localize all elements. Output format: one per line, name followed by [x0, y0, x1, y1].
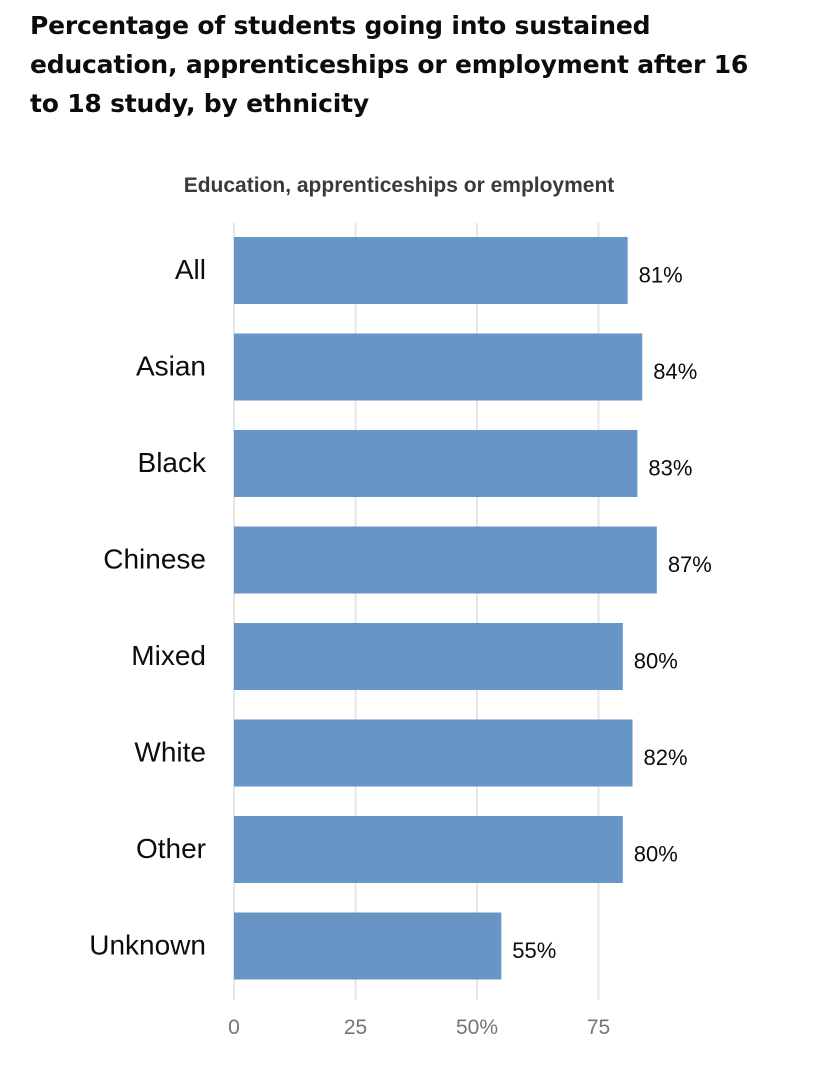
- bar: [234, 719, 633, 787]
- category-label: Asian: [136, 350, 206, 381]
- category-label: All: [175, 254, 206, 285]
- bars: [234, 237, 657, 980]
- bar: [234, 430, 638, 497]
- bar: [234, 816, 623, 883]
- category-labels: All Asian Black Chinese Mixed White Other Unkno…: [89, 254, 207, 961]
- data-label: 87%: [668, 552, 712, 577]
- data-label: 82%: [644, 745, 688, 770]
- data-label: 81%: [639, 262, 683, 287]
- x-axis-ticks: 0 25 50% 75: [228, 1016, 610, 1039]
- bar: [234, 526, 657, 594]
- data-label: 80%: [634, 648, 678, 673]
- x-tick-label: 75: [587, 1016, 610, 1039]
- x-tick-label: 25: [344, 1016, 367, 1039]
- data-label: 83%: [648, 455, 692, 480]
- category-label: Other: [136, 833, 206, 864]
- data-labels: 81% 84% 83% 87% 80% 82% 80% 55%: [512, 262, 712, 963]
- data-label: 84%: [653, 359, 697, 384]
- x-tick-label: 50%: [456, 1016, 498, 1039]
- category-label: Unknown: [89, 929, 206, 960]
- category-label: Chinese: [103, 543, 206, 574]
- data-label: 80%: [634, 841, 678, 866]
- category-label: Black: [138, 447, 207, 478]
- chart-subtitle: Education, apprenticeships or employment: [184, 174, 615, 197]
- data-label: 55%: [512, 938, 556, 963]
- bar: [234, 333, 643, 401]
- category-label: Mixed: [131, 640, 206, 671]
- chart-title: Percentage of students going into sustai…: [30, 11, 749, 118]
- x-tick-label: 0: [228, 1016, 240, 1039]
- bar: [234, 237, 628, 304]
- bar: [234, 912, 502, 980]
- category-label: White: [134, 736, 206, 767]
- bar: [234, 623, 623, 690]
